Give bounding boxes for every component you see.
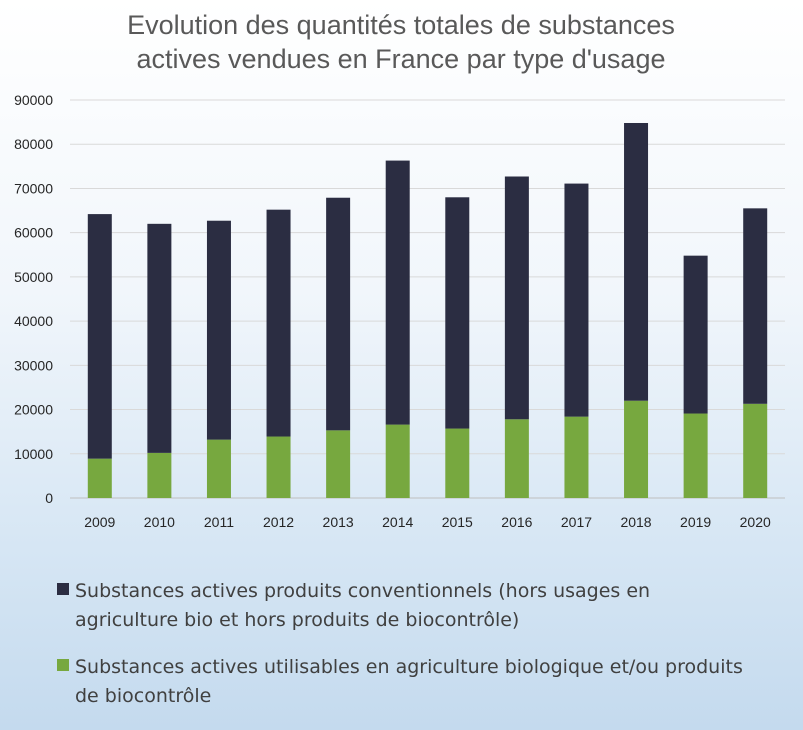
legend: Substances actives produits conventionne… — [57, 580, 743, 707]
legend-label-conventional-line-1: Substances actives produits conventionne… — [75, 580, 650, 602]
x-tick-label: 2018 — [620, 514, 651, 530]
bar-conventional — [445, 197, 470, 429]
bar-conventional — [385, 160, 410, 425]
x-tick-label: 2009 — [84, 514, 115, 530]
bar-bio — [743, 403, 768, 498]
bar-conventional — [266, 209, 291, 437]
x-tick-label: 2014 — [382, 514, 413, 530]
y-tick-label: 20000 — [14, 402, 53, 418]
bar-conventional — [564, 183, 589, 417]
x-tick-label: 2013 — [323, 514, 354, 530]
y-tick-label: 50000 — [14, 269, 53, 285]
chart-title-line-1: Evolution des quantités totales de subst… — [127, 10, 675, 40]
y-tick-label: 80000 — [14, 136, 53, 152]
y-tick-label: 0 — [45, 490, 53, 506]
y-tick-label: 70000 — [14, 180, 53, 196]
bar-bio — [385, 424, 410, 498]
legend-label-conventional-line-2: agriculture bio et hors produits de bioc… — [75, 609, 519, 631]
x-tick-label: 2019 — [680, 514, 711, 530]
y-tick-label: 30000 — [14, 357, 53, 373]
bars — [87, 122, 768, 498]
gridlines — [70, 99, 785, 499]
bar-bio — [504, 419, 529, 498]
legend-swatch-bio — [57, 659, 69, 671]
x-tick-label: 2010 — [144, 514, 175, 530]
bar-bio — [564, 416, 589, 498]
x-axis-ticks: 2009 2010 2011 2012 2013 2014 2015 2016 2017 2018… — [84, 514, 771, 530]
bar-conventional — [504, 176, 529, 420]
bar-bio — [147, 452, 172, 498]
chart-title-line-2: actives vendues en France par type d'usa… — [137, 44, 666, 74]
bar-bio — [624, 400, 649, 498]
legend-label-bio-line-1: Substances actives utilisables en agricu… — [75, 656, 743, 678]
bar-bio — [445, 428, 470, 498]
x-tick-label: 2017 — [561, 514, 592, 530]
bar-bio — [683, 413, 708, 498]
legend-swatch-conventional — [57, 583, 69, 595]
bar-bio — [266, 436, 291, 498]
y-tick-label: 40000 — [14, 313, 53, 329]
bar-conventional — [624, 122, 649, 401]
bar-bio — [206, 439, 231, 498]
bar-bio — [326, 430, 351, 498]
bar-conventional — [206, 220, 231, 440]
legend-label-bio-line-2: de biocontrôle — [75, 685, 211, 707]
x-tick-label: 2016 — [501, 514, 532, 530]
bar-conventional — [87, 214, 112, 459]
bar-bio — [87, 458, 112, 498]
y-tick-label: 90000 — [14, 92, 53, 108]
x-tick-label: 2012 — [263, 514, 294, 530]
x-tick-label: 2020 — [740, 514, 771, 530]
bar-conventional — [147, 223, 172, 453]
y-tick-label: 60000 — [14, 225, 53, 241]
y-axis-ticks: 0 10000 20000 30000 40000 50000 60000 70000 8000… — [14, 92, 53, 506]
bar-conventional — [326, 197, 351, 431]
bar-conventional — [683, 255, 708, 414]
bar-conventional — [743, 208, 768, 404]
x-tick-label: 2011 — [204, 514, 234, 530]
x-tick-label: 2015 — [442, 514, 473, 530]
y-tick-label: 10000 — [14, 446, 53, 462]
